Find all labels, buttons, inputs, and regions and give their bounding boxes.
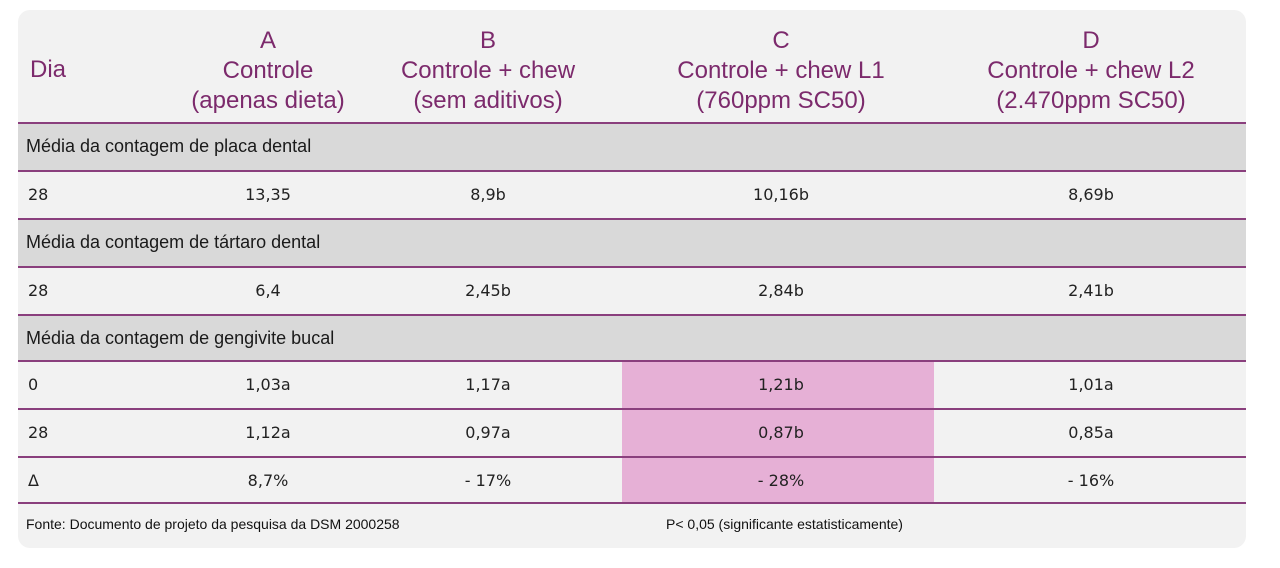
- table-row: 28 1,12a 0,97a 0,87b 0,85a: [18, 410, 1246, 456]
- divider: [18, 314, 1246, 316]
- cell-d: - 16%: [1067, 471, 1115, 490]
- header-col-a-line2: (apenas dieta): [191, 87, 345, 114]
- table-header: Dia A Controle (apenas dieta) B Controle…: [18, 10, 1246, 122]
- header-col-d-letter: D: [1082, 27, 1100, 54]
- section-gengivite: Média da contagem de gengivite bucal: [18, 316, 1246, 362]
- header-dia: Dia: [30, 56, 67, 83]
- cell-dia: 28: [28, 281, 49, 300]
- header-col-c-line1: Controle + chew L1: [677, 57, 885, 84]
- header-col-a-line1: Controle: [222, 57, 314, 84]
- section-placa: Média da contagem de placa dental: [18, 124, 1246, 170]
- section-title: Média da contagem de gengivite bucal: [26, 328, 335, 348]
- table-row: Δ 8,7% - 17% - 28% - 16%: [18, 458, 1246, 504]
- header-col-b-letter: B: [479, 27, 496, 54]
- divider: [18, 408, 1246, 410]
- divider: [18, 218, 1246, 220]
- cell-dia: 0: [28, 375, 39, 394]
- section-title: Média da contagem de tártaro dental: [26, 232, 321, 252]
- cell-c: 10,16b: [753, 185, 809, 204]
- footer-note: P< 0,05 (significante estatisticamente): [666, 516, 903, 532]
- header-col-c-letter: C: [772, 27, 790, 54]
- divider: [18, 122, 1246, 124]
- divider: [18, 502, 1246, 504]
- cell-b: 1,17a: [465, 375, 511, 394]
- divider: [18, 266, 1246, 268]
- section-title: Média da contagem de placa dental: [26, 136, 312, 156]
- cell-a: 1,12a: [245, 423, 291, 442]
- table-row: 28 13,35 8,9b 10,16b 8,69b: [18, 172, 1246, 218]
- cell-d: 1,01a: [1068, 375, 1114, 394]
- header-col-d: D Controle + chew L2 (2.470ppm SC50): [968, 26, 1214, 116]
- cell-c: 1,21b: [758, 375, 804, 394]
- header-col-b-line2: (sem aditivos): [413, 87, 563, 114]
- cell-b: 8,9b: [470, 185, 506, 204]
- cell-a: 8,7%: [247, 471, 289, 490]
- cell-d: 8,69b: [1068, 185, 1114, 204]
- cell-c: 2,84b: [758, 281, 804, 300]
- header-col-a-letter: A: [259, 27, 276, 54]
- divider: [18, 360, 1246, 362]
- cell-a: 1,03a: [245, 375, 291, 394]
- header-col-d-line1: Controle + chew L2: [987, 57, 1195, 84]
- divider: [18, 456, 1246, 458]
- footer-source: Fonte: Documento de projeto da pesquisa …: [26, 516, 400, 532]
- header-col-a: A Controle (apenas dieta): [188, 26, 348, 116]
- cell-b: 0,97a: [465, 423, 511, 442]
- cell-a: 13,35: [245, 185, 291, 204]
- cell-dia: Δ: [28, 471, 39, 490]
- cell-d: 2,41b: [1068, 281, 1114, 300]
- header-col-b-line1: Controle + chew: [400, 57, 576, 84]
- highlight-column-c: [622, 362, 934, 502]
- cell-d: 0,85a: [1068, 423, 1114, 442]
- cell-dia: 28: [28, 185, 49, 204]
- cell-c: - 28%: [757, 471, 805, 490]
- cell-b: 2,45b: [465, 281, 511, 300]
- section-tartaro: Média da contagem de tártaro dental: [18, 220, 1246, 266]
- table-row: 28 6,4 2,45b 2,84b 2,41b: [18, 268, 1246, 314]
- divider: [18, 170, 1246, 172]
- table-row: 0 1,03a 1,17a 1,21b 1,01a: [18, 362, 1246, 408]
- cell-dia: 28: [28, 423, 49, 442]
- header-col-c: C Controle + chew L1 (760ppm SC50): [658, 26, 904, 116]
- header-col-d-line2: (2.470ppm SC50): [996, 87, 1186, 114]
- header-col-b: B Controle + chew (sem aditivos): [388, 26, 588, 116]
- cell-a: 6,4: [255, 281, 281, 300]
- cell-c: 0,87b: [758, 423, 804, 442]
- results-table-card: Dia A Controle (apenas dieta) B Controle…: [18, 10, 1246, 548]
- cell-b: - 17%: [464, 471, 512, 490]
- header-col-c-line2: (760ppm SC50): [696, 87, 866, 114]
